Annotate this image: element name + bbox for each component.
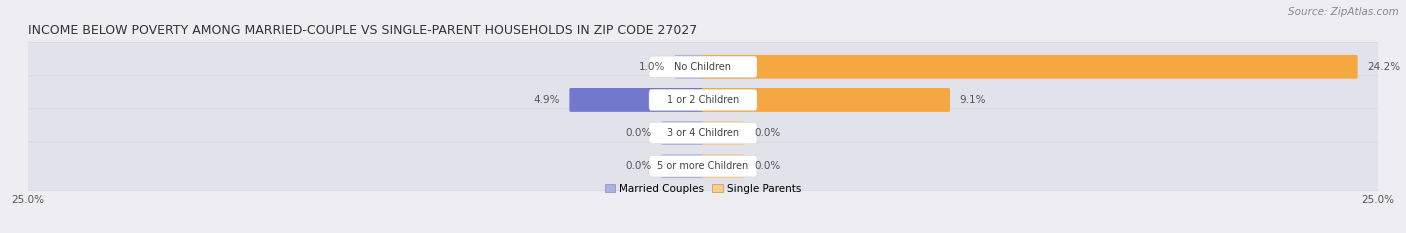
FancyBboxPatch shape xyxy=(650,155,756,177)
FancyBboxPatch shape xyxy=(650,122,756,144)
Text: 0.0%: 0.0% xyxy=(626,161,652,171)
Text: INCOME BELOW POVERTY AMONG MARRIED-COUPLE VS SINGLE-PARENT HOUSEHOLDS IN ZIP COD: INCOME BELOW POVERTY AMONG MARRIED-COUPL… xyxy=(28,24,697,37)
FancyBboxPatch shape xyxy=(702,121,745,145)
FancyBboxPatch shape xyxy=(20,109,1386,157)
FancyBboxPatch shape xyxy=(20,76,1386,124)
FancyBboxPatch shape xyxy=(650,89,756,111)
Text: 3 or 4 Children: 3 or 4 Children xyxy=(666,128,740,138)
FancyBboxPatch shape xyxy=(702,154,745,178)
Text: 0.0%: 0.0% xyxy=(626,128,652,138)
Text: No Children: No Children xyxy=(675,62,731,72)
Text: 0.0%: 0.0% xyxy=(754,161,780,171)
Text: 9.1%: 9.1% xyxy=(959,95,986,105)
Legend: Married Couples, Single Parents: Married Couples, Single Parents xyxy=(600,179,806,198)
FancyBboxPatch shape xyxy=(675,55,704,79)
FancyBboxPatch shape xyxy=(20,142,1386,190)
FancyBboxPatch shape xyxy=(20,43,1386,91)
Text: 5 or more Children: 5 or more Children xyxy=(658,161,748,171)
FancyBboxPatch shape xyxy=(702,88,950,112)
Text: 1.0%: 1.0% xyxy=(638,62,665,72)
FancyBboxPatch shape xyxy=(661,154,704,178)
Text: Source: ZipAtlas.com: Source: ZipAtlas.com xyxy=(1288,7,1399,17)
FancyBboxPatch shape xyxy=(702,55,1358,79)
Text: 1 or 2 Children: 1 or 2 Children xyxy=(666,95,740,105)
FancyBboxPatch shape xyxy=(650,56,756,78)
Text: 0.0%: 0.0% xyxy=(754,128,780,138)
FancyBboxPatch shape xyxy=(661,121,704,145)
Text: 4.9%: 4.9% xyxy=(533,95,560,105)
Text: 24.2%: 24.2% xyxy=(1367,62,1400,72)
FancyBboxPatch shape xyxy=(569,88,704,112)
